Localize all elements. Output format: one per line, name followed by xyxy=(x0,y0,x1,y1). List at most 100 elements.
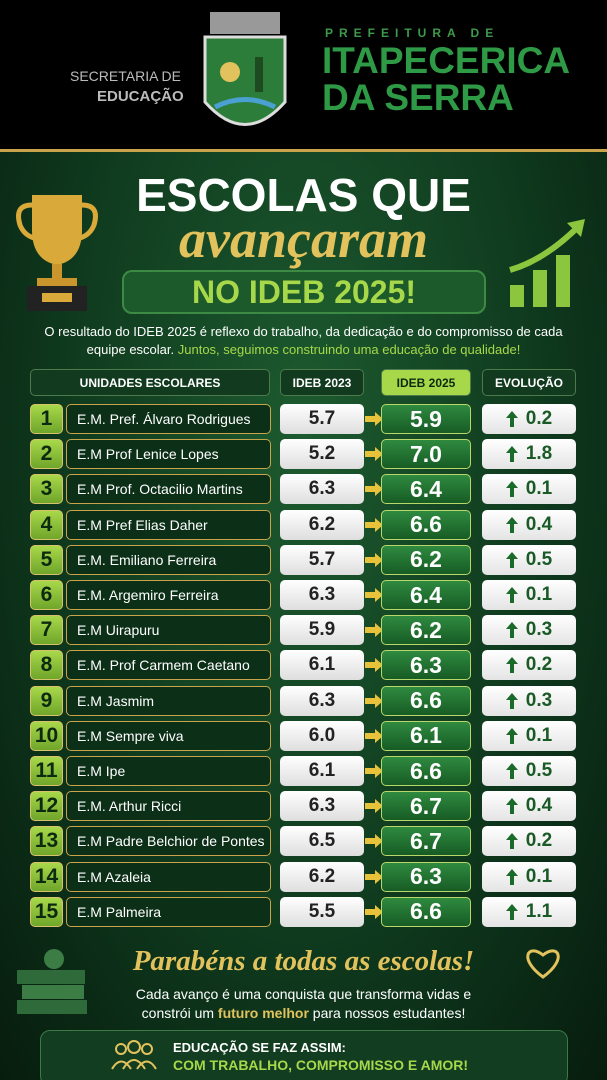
ideb-2023: 6.3 xyxy=(280,791,364,822)
evolution-value: 0.1 xyxy=(525,584,553,605)
up-arrow xyxy=(505,516,518,533)
arrow-icon xyxy=(365,623,383,638)
school-name: E.M. Emiliano Ferreira xyxy=(66,544,271,575)
ideb-2025: 6.4 xyxy=(381,474,471,505)
ideb-2023: 6.3 xyxy=(280,685,364,716)
evolution-value: 1.1 xyxy=(525,900,553,922)
ideb-2025: 7.0 xyxy=(381,439,471,470)
school-name: E.M. Pref. Álvaro Rodrigues xyxy=(66,404,271,434)
school-name: E.M. Arthur Ricci xyxy=(66,791,271,822)
arrow-icon xyxy=(365,412,383,426)
school-name: E.M Sempre viva xyxy=(66,720,271,751)
evolution-value: 0.3 xyxy=(525,689,553,711)
evolution: 0.3 xyxy=(482,615,576,646)
ideb-2023: 6.5 xyxy=(280,826,364,857)
people-icon xyxy=(111,1040,157,1070)
rank: 6 xyxy=(30,580,63,610)
column-header: EVOLUÇÃO xyxy=(482,369,576,396)
arrow xyxy=(365,756,383,786)
arrow xyxy=(365,439,383,469)
rank: 1 xyxy=(30,404,63,434)
school-name: E.M Palmeira xyxy=(66,896,271,927)
evolution: 0.4 xyxy=(482,791,576,822)
evolution: 0.4 xyxy=(482,509,576,540)
city-line1: ITAPECERICA xyxy=(322,40,571,81)
arrow xyxy=(365,474,383,504)
up-arrow xyxy=(505,657,518,674)
arrow-icon xyxy=(365,517,383,532)
up-arrow xyxy=(505,763,518,779)
header-bar: SECRETARIA DE EDUCAÇÃO PREFEITURA DE ITA… xyxy=(0,0,607,152)
evolution: 1.1 xyxy=(482,896,576,927)
evolution-value: 0.2 xyxy=(525,654,553,676)
evolution-value: 0.1 xyxy=(525,865,553,887)
evolution-value: 0.5 xyxy=(525,548,553,570)
ideb-2025: 6.6 xyxy=(381,896,471,927)
rank: 9 xyxy=(30,685,63,716)
arrow xyxy=(365,897,383,927)
ideb-2023: 5.9 xyxy=(280,615,364,646)
rank: 2 xyxy=(30,439,63,470)
arrow-icon xyxy=(365,447,383,462)
up-arrow xyxy=(505,481,518,498)
school-name: E.M Pref Elias Daher xyxy=(66,509,271,540)
prefeitura: PREFEITURA DE xyxy=(325,26,500,40)
banner-line2: COM TRABALHO, COMPROMISSO E AMOR! xyxy=(173,1057,469,1073)
up-arrow xyxy=(505,551,518,568)
evolution-value: 0.1 xyxy=(525,478,553,500)
rank: 14 xyxy=(30,861,63,892)
ideb-2025: 6.1 xyxy=(381,720,471,751)
ideb-2023: 5.2 xyxy=(280,439,364,470)
evolution: 0.5 xyxy=(482,544,576,575)
message-highlight: futuro melhor xyxy=(217,1005,309,1021)
ideb-2025: 6.6 xyxy=(381,756,471,786)
column-header: UNIDADES ESCOLARES xyxy=(30,369,270,396)
intro-text: O resultado do IDEB 2025 é reflexo do tr… xyxy=(44,324,563,357)
banner-line1: EDUCAÇÃO SE FAZ ASSIM: xyxy=(173,1040,346,1055)
up-arrow xyxy=(505,798,518,815)
ideb-2025: 6.7 xyxy=(381,826,471,857)
rank: 15 xyxy=(30,896,63,927)
evolution-value: 0.4 xyxy=(525,795,553,817)
ideb-2025: 5.9 xyxy=(381,404,471,434)
arrow-icon xyxy=(365,904,383,919)
intro: O resultado do IDEB 2025 é reflexo do tr… xyxy=(30,323,577,359)
ideb-2025: 6.2 xyxy=(381,615,471,646)
evolution: 1.8 xyxy=(482,439,576,470)
school-name: E.M Padre Belchior de Pontes xyxy=(66,826,271,857)
arrow xyxy=(365,404,383,434)
trophy xyxy=(16,195,98,311)
arrow-icon xyxy=(365,552,383,567)
evolution: 0.1 xyxy=(482,861,576,892)
evolution-value: 0.2 xyxy=(525,408,553,429)
ideb-2025: 6.6 xyxy=(381,509,471,540)
title-line1: ESCOLAS QUE xyxy=(136,169,471,221)
intro-highlight: Juntos, seguimos construindo uma educaçã… xyxy=(177,342,521,357)
up-arrow xyxy=(505,868,518,885)
evolution: 0.2 xyxy=(482,826,576,857)
ideb-2025: 6.3 xyxy=(381,650,471,681)
congrats: Parabéns a todas as escolas! xyxy=(132,945,475,977)
school-name: E.M Azaleia xyxy=(66,861,271,892)
up-arrow xyxy=(505,903,518,920)
ideb-2023: 6.0 xyxy=(280,720,364,751)
arrow xyxy=(365,826,383,856)
up-arrow xyxy=(505,622,518,639)
rank: 3 xyxy=(30,474,63,505)
rank: 5 xyxy=(30,544,63,575)
evolution: 0.1 xyxy=(482,720,576,751)
arrow-icon xyxy=(365,799,383,814)
ideb-2023: 6.2 xyxy=(280,861,364,892)
arrow-icon xyxy=(365,869,383,884)
arrow xyxy=(365,686,383,716)
school-name: E.M Jasmim xyxy=(66,685,271,716)
arrow-icon xyxy=(365,764,383,778)
title-line3: NO IDEB 2025! xyxy=(122,270,486,314)
arrow xyxy=(365,615,383,645)
rank: 13 xyxy=(30,826,63,857)
secretaria: SECRETARIA DE xyxy=(70,68,181,84)
evolution-value: 0.2 xyxy=(525,830,553,852)
ideb-2023: 5.7 xyxy=(280,544,364,575)
school-name: E.M. Argemiro Ferreira xyxy=(66,580,271,610)
